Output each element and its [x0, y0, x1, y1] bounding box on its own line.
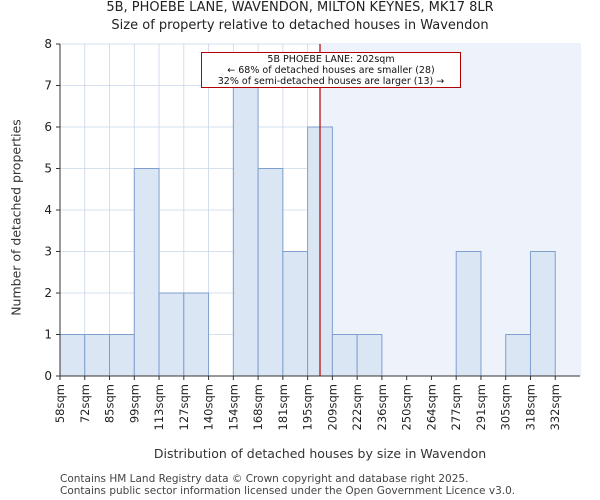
bar-58sqm	[59, 334, 86, 377]
bar-181sqm	[282, 251, 309, 377]
x-tick-label-264sqm: 264sqm	[424, 384, 438, 430]
x-tick-label-113sqm: 113sqm	[152, 384, 166, 430]
bar-127sqm	[183, 292, 210, 377]
bar-154sqm	[232, 85, 259, 377]
bar-305sqm	[505, 334, 531, 377]
bar-layer	[59, 85, 556, 377]
bar-99sqm	[133, 168, 160, 377]
x-tick-label-277sqm: 277sqm	[449, 384, 463, 430]
y-tick-label: 7	[44, 79, 52, 93]
x-tick-label-58sqm: 58sqm	[53, 384, 67, 423]
chart-title-line1: 5B, PHOEBE LANE, WAVENDON, MILTON KEYNES…	[106, 0, 494, 15]
x-tick-label-85sqm: 85sqm	[103, 384, 117, 423]
bar-209sqm	[331, 334, 358, 377]
bar-168sqm	[257, 168, 284, 377]
bar-277sqm	[455, 251, 482, 377]
footer-line2: Contains public sector information licen…	[60, 485, 516, 497]
x-tick-label-209sqm: 209sqm	[325, 384, 339, 430]
x-tick-label-181sqm: 181sqm	[276, 384, 290, 430]
x-tick-label-195sqm: 195sqm	[301, 384, 315, 430]
bar-222sqm	[356, 334, 383, 377]
x-tick-label-305sqm: 305sqm	[499, 384, 513, 430]
bar-318sqm	[529, 251, 556, 377]
x-tick-label-154sqm: 154sqm	[226, 384, 240, 430]
x-tick-label-168sqm: 168sqm	[251, 384, 265, 430]
x-tick-label-72sqm: 72sqm	[78, 384, 92, 423]
x-tick-label-99sqm: 99sqm	[127, 384, 141, 423]
y-tick-label: 5	[44, 162, 52, 176]
x-tick-label-291sqm: 291sqm	[474, 384, 488, 430]
x-tick-label-236sqm: 236sqm	[375, 384, 389, 430]
y-tick-label: 4	[44, 203, 52, 217]
footer-line1: Contains HM Land Registry data © Crown c…	[60, 473, 469, 485]
y-tick-label: 2	[44, 286, 52, 300]
annotation-line3: 32% of semi-detached houses are larger (…	[217, 76, 445, 87]
annotation-box: 5B PHOEBE LANE: 202sqm ← 68% of detached…	[201, 52, 461, 88]
x-tick-label-140sqm: 140sqm	[202, 384, 216, 430]
y-tick-label: 8	[44, 37, 52, 51]
y-tick-label: 1	[44, 328, 52, 342]
y-axis-label: Number of detached properties	[8, 119, 24, 316]
y-tick-label: 3	[44, 245, 52, 259]
x-tick-label-318sqm: 318sqm	[523, 384, 537, 430]
chart-title-line2: Size of property relative to detached ho…	[111, 18, 489, 33]
bar-113sqm	[158, 292, 185, 377]
axis-layer: 0 1 2 3 4 5 6 7 8 58sqm 72sqm 85sqm 99sqm 113sqm 127sq…	[44, 37, 580, 430]
x-axis-label: Distribution of detached houses by size …	[153, 446, 487, 461]
x-tick-label-250sqm: 250sqm	[400, 384, 414, 430]
annotation-line2: ← 68% of detached houses are smaller (28…	[227, 65, 435, 76]
bar-72sqm	[84, 334, 111, 377]
x-tick-label-127sqm: 127sqm	[177, 384, 191, 430]
y-tick-label: 6	[44, 120, 52, 134]
x-tick-label-332sqm: 332sqm	[548, 384, 562, 430]
x-tick-label-222sqm: 222sqm	[350, 384, 364, 430]
bar-85sqm	[109, 334, 135, 377]
annotation-line1: 5B PHOEBE LANE: 202sqm	[267, 54, 395, 65]
y-tick-label: 0	[44, 369, 52, 383]
